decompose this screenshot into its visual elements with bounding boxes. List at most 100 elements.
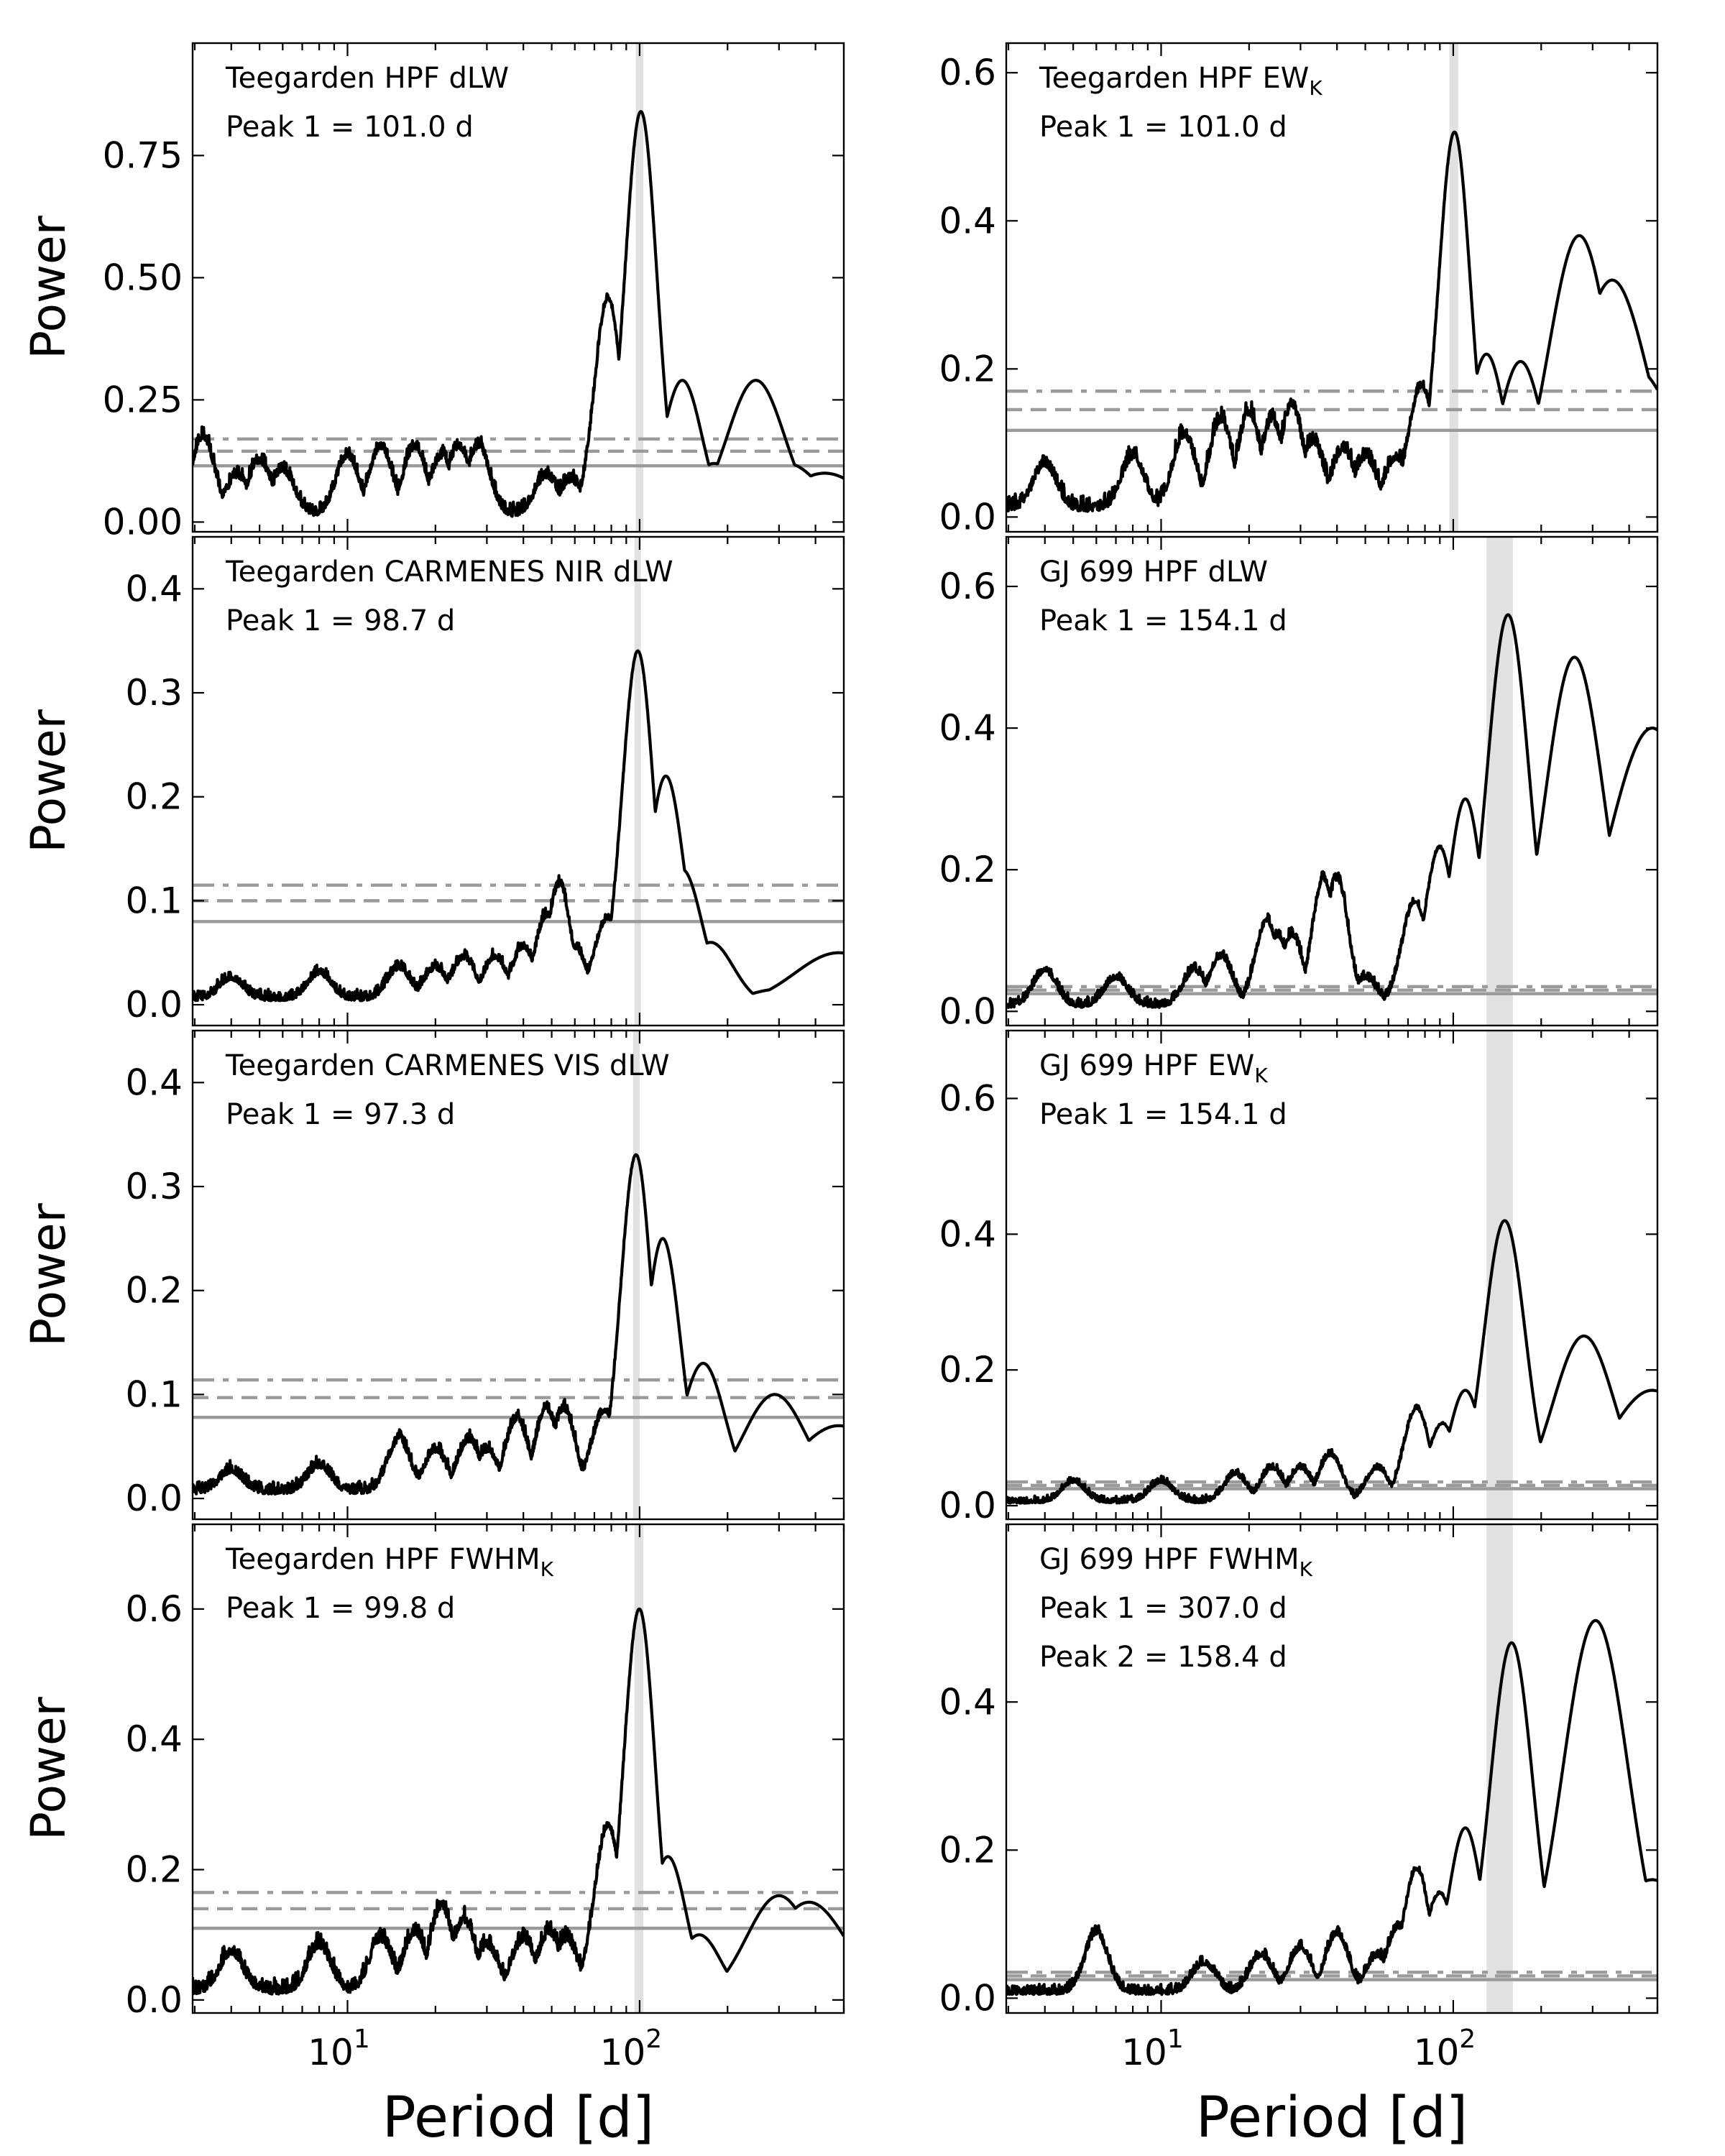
panel-4: 0.0 0.1 0.2 0.3 0.4 Power Teegarden CARMENES V… [21, 1029, 845, 1521]
axes-frame [1005, 1029, 1659, 1521]
y-tick-label: 0.25 [103, 379, 183, 420]
y-tick-label: 0.00 [103, 501, 183, 543]
period-band [635, 43, 644, 532]
axes-frame [1005, 535, 1659, 1027]
panel-annotation-line: Peak 2 = 158.4 d [1039, 1641, 1287, 1674]
y-tick-label: 0.0 [125, 1979, 183, 2021]
y-tick-label: 0.3 [125, 672, 183, 714]
y-tick-label: 0.4 [939, 1681, 996, 1723]
panel-annotation-line: Peak 1 = 307.0 d [1039, 1592, 1287, 1625]
plot-area [193, 1031, 844, 1519]
period-band [634, 1524, 644, 2013]
periodogram-line [1006, 613, 1657, 1009]
y-tick-label: 0.4 [125, 1718, 183, 1760]
panel-1: 0.0 0.2 0.4 0.6 Teegarden HPF EWK Peak 1 = 10… [939, 42, 1659, 538]
x-axis-label: Period [d] [382, 2086, 654, 2150]
plot-area [193, 1524, 844, 2013]
y-axis-label: Power [21, 709, 76, 852]
y-tick-label: 0.4 [125, 1061, 183, 1103]
y-tick-label: 0.6 [125, 1588, 183, 1630]
axes-frame [1005, 1523, 1659, 2014]
y-tick-label: 0.50 [103, 257, 183, 298]
y-tick-label: 0.1 [125, 1373, 183, 1415]
panel-annotation-line: Teegarden HPF EWK [1039, 62, 1322, 100]
panel-annotation-line: Peak 1 = 154.1 d [1039, 1098, 1287, 1131]
panel-annotation-line: Teegarden HPF FWHMK [225, 1543, 554, 1581]
panel-annotation-line: GJ 699 HPF dLW [1039, 556, 1268, 589]
plot-area [193, 537, 844, 1026]
y-tick-label: 0.4 [939, 707, 996, 749]
panel-annotation-line: GJ 699 HPF EWK [1039, 1049, 1268, 1087]
axes-frame [191, 42, 845, 533]
y-tick-label: 0.1 [125, 880, 183, 921]
x-tick-label: 102 [1414, 2024, 1476, 2073]
plot-area [193, 43, 844, 532]
panel-5: 0.0 0.2 0.4 0.6 GJ 699 HPF EWK Peak 1 = 154.1… [939, 1029, 1659, 1526]
panel-annotation-line: Teegarden HPF dLW [225, 62, 509, 95]
panel-annotation-line: Peak 1 = 101.0 d [226, 111, 474, 144]
y-tick-label: 0.6 [939, 566, 996, 607]
y-axis-label: Power [21, 215, 76, 359]
y-tick-label: 0.0 [939, 1977, 996, 2019]
axes-frame [1005, 42, 1659, 533]
y-tick-label: 0.0 [125, 1478, 183, 1519]
period-band [634, 537, 641, 1026]
plot-area [1006, 537, 1657, 1026]
axes-frame [191, 1523, 845, 2014]
periodogram-line [1006, 1219, 1657, 1505]
periodogram-line [193, 1607, 844, 1996]
plot-area [1006, 1524, 1657, 2013]
y-axis-label: Power [21, 1696, 76, 1840]
axes-frame [191, 1029, 845, 1521]
axes-frame [191, 535, 845, 1027]
y-tick-label: 0.0 [939, 990, 996, 1032]
period-band [632, 1031, 640, 1519]
panel-annotation-line: Peak 1 = 154.1 d [1039, 604, 1287, 637]
x-tick-label: 101 [1121, 2024, 1184, 2073]
panel-annotation-line: Peak 1 = 99.8 d [226, 1592, 455, 1625]
x-tick-label: 101 [308, 2024, 370, 2073]
y-tick-label: 0.0 [939, 1485, 996, 1526]
panel-annotation-line: Peak 1 = 98.7 d [226, 604, 455, 637]
y-tick-label: 0.2 [939, 1349, 996, 1391]
periodogram-line [193, 1153, 844, 1496]
y-tick-label: 0.2 [939, 849, 996, 890]
panel-0: 0.00 0.25 0.50 0.75 Power Teegarden HPF dLW Pe… [21, 42, 845, 543]
panel-3: 0.0 0.2 0.4 0.6 GJ 699 HPF dLW Peak 1 = 154.1… [939, 535, 1659, 1032]
y-tick-label: 0.6 [939, 1077, 996, 1119]
panel-7: 0.0 0.2 0.4 101 102 Period [d] GJ 699 HPF FWHM… [939, 1523, 1659, 2150]
panel-6: 0.0 0.2 0.4 0.6 101 102 Period [d] Power Teegard… [21, 1523, 845, 2150]
x-tick-label: 102 [600, 2024, 663, 2073]
y-tick-label: 0.6 [939, 52, 996, 93]
periodogram-line [193, 110, 844, 518]
plot-area [1006, 1031, 1657, 1519]
y-tick-label: 0.2 [125, 1849, 183, 1891]
periodogram-line [193, 649, 844, 1003]
y-tick-label: 0.2 [939, 348, 996, 390]
y-axis-label: Power [21, 1202, 76, 1346]
y-tick-label: 0.4 [939, 1213, 996, 1255]
y-tick-label: 0.2 [939, 1829, 996, 1871]
period-band [1449, 43, 1458, 532]
plot-area [1006, 43, 1657, 532]
panel-annotation-line: Teegarden CARMENES NIR dLW [225, 556, 673, 589]
panel-annotation-line: Peak 1 = 101.0 d [1039, 111, 1287, 144]
panel-2: 0.0 0.1 0.2 0.3 0.4 Power Teegarden CARMENES N… [21, 535, 845, 1027]
y-tick-label: 0.0 [939, 496, 996, 538]
y-tick-label: 0.4 [939, 200, 996, 241]
y-tick-label: 0.4 [125, 568, 183, 609]
y-tick-label: 0.2 [125, 1270, 183, 1312]
panel-annotation-line: GJ 699 HPF FWHMK [1039, 1543, 1313, 1581]
y-tick-label: 0.0 [125, 984, 183, 1026]
x-axis-label: Period [d] [1196, 2086, 1468, 2150]
panel-annotation-line: Teegarden CARMENES VIS dLW [225, 1049, 670, 1082]
panel-annotation-line: Peak 1 = 97.3 d [226, 1098, 455, 1131]
panels-group: 0.00 0.25 0.50 0.75 Power Teegarden HPF dLW Pe… [21, 42, 1659, 2150]
period-band [1486, 537, 1513, 1026]
y-tick-label: 0.2 [125, 776, 183, 818]
y-tick-label: 0.75 [103, 134, 183, 176]
periodogram-line [1006, 1618, 1657, 1996]
periodogram-line [1006, 130, 1657, 513]
y-tick-label: 0.3 [125, 1166, 183, 1207]
